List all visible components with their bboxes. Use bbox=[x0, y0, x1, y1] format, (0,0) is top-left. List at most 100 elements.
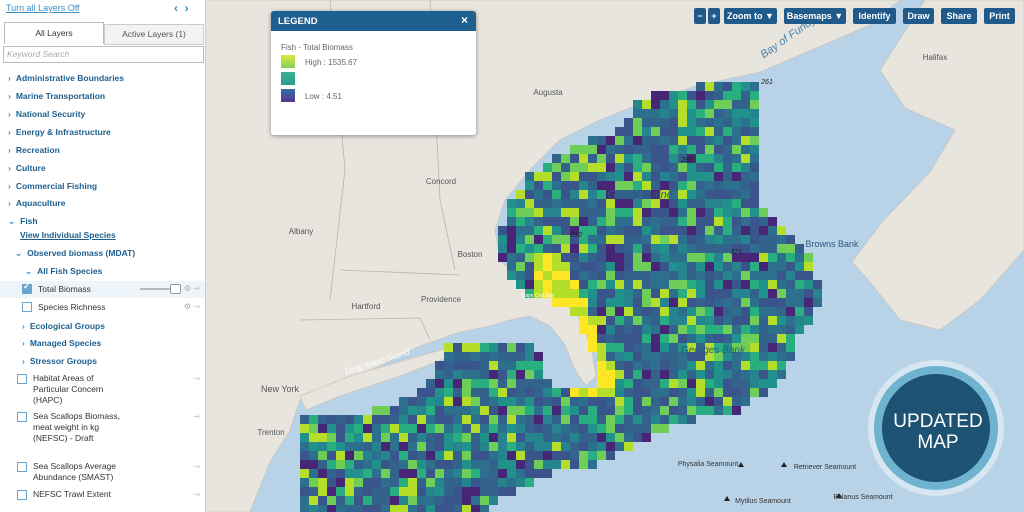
nav-arrows[interactable]: ‹ › bbox=[174, 1, 189, 15]
heat-cell bbox=[516, 217, 525, 226]
layer-tools[interactable]: ⚙ ⇾ bbox=[183, 284, 200, 293]
layer-group[interactable]: ⌄ Observed biomass (MDAT) bbox=[15, 248, 136, 258]
heat-cell bbox=[759, 208, 768, 217]
heat-cell bbox=[525, 361, 534, 370]
toolbar-button[interactable]: Draw bbox=[903, 8, 934, 24]
heat-cell bbox=[597, 388, 606, 397]
checkbox[interactable] bbox=[17, 374, 27, 384]
heat-cell bbox=[507, 217, 516, 226]
heat-cell bbox=[660, 406, 669, 415]
heat-cell bbox=[642, 262, 651, 271]
heat-cell bbox=[723, 316, 732, 325]
heat-cell bbox=[687, 199, 696, 208]
layer-group-text: Managed Species bbox=[29, 338, 102, 348]
heat-cell bbox=[786, 352, 795, 361]
slider-handle[interactable] bbox=[170, 284, 181, 294]
heat-cell bbox=[435, 379, 444, 388]
layer-category[interactable]: ⌄ Fish bbox=[8, 216, 38, 226]
layer-tools[interactable]: ⚙ ⇾ bbox=[183, 302, 200, 311]
heat-cell bbox=[534, 370, 543, 379]
heat-cell bbox=[498, 361, 507, 370]
layer-category[interactable]: › Culture bbox=[8, 163, 46, 173]
checkbox[interactable] bbox=[17, 412, 27, 422]
heat-cell bbox=[660, 253, 669, 262]
heat-cell bbox=[543, 199, 552, 208]
heat-cell bbox=[714, 199, 723, 208]
heat-cell bbox=[570, 451, 579, 460]
heat-cell bbox=[561, 289, 570, 298]
heat-cell bbox=[552, 217, 561, 226]
heat-cell bbox=[714, 388, 723, 397]
heat-cell bbox=[678, 397, 687, 406]
toolbar-button[interactable]: Zoom to ▼ bbox=[724, 8, 777, 24]
layer-category[interactable]: › Commercial Fishing bbox=[8, 181, 98, 191]
heat-cell bbox=[759, 370, 768, 379]
sidebar: Turn all Layers Off ‹ › All Layers Activ… bbox=[0, 0, 206, 512]
species-link[interactable]: View Individual Species bbox=[20, 230, 116, 240]
heat-cell bbox=[687, 325, 696, 334]
heat-cell bbox=[732, 244, 741, 253]
checkbox[interactable] bbox=[17, 462, 27, 472]
layer-tools[interactable]: ⇾ bbox=[193, 462, 200, 471]
heat-cell bbox=[669, 388, 678, 397]
heat-cell bbox=[399, 451, 408, 460]
heat-cell bbox=[588, 208, 597, 217]
heat-cell bbox=[633, 217, 642, 226]
layer-category[interactable]: › Recreation bbox=[8, 145, 60, 155]
heat-cell bbox=[696, 271, 705, 280]
layer-group[interactable]: › Stressor Groups bbox=[22, 356, 97, 366]
heat-cell bbox=[588, 226, 597, 235]
layer-tools[interactable]: ⇾ bbox=[193, 412, 200, 421]
heat-cell bbox=[462, 487, 471, 496]
heat-cell bbox=[723, 145, 732, 154]
search-box[interactable]: Keyword Search bbox=[3, 46, 204, 63]
toolbar-button[interactable]: Basemaps ▼ bbox=[784, 8, 846, 24]
heat-cell bbox=[633, 343, 642, 352]
heat-cell bbox=[345, 460, 354, 469]
layer-category[interactable]: › Aquaculture bbox=[8, 198, 66, 208]
turn-off-link[interactable]: Turn all Layers Off bbox=[6, 3, 80, 13]
checkbox[interactable] bbox=[17, 490, 27, 500]
layer-category[interactable]: › Administrative Boundaries bbox=[8, 73, 125, 83]
toolbar-button[interactable]: − bbox=[694, 8, 706, 24]
layer-category[interactable]: › National Security bbox=[8, 109, 86, 119]
heat-cell bbox=[660, 217, 669, 226]
heat-cell bbox=[759, 343, 768, 352]
heat-cell bbox=[588, 298, 597, 307]
toolbar-button[interactable]: Share bbox=[941, 8, 977, 24]
heat-cell bbox=[624, 352, 633, 361]
heat-cell bbox=[660, 145, 669, 154]
layer-group[interactable]: ⌄ All Fish Species bbox=[25, 266, 103, 276]
tab[interactable]: Active Layers (1) bbox=[104, 24, 204, 45]
heat-cell bbox=[597, 235, 606, 244]
heat-cell bbox=[489, 397, 498, 406]
tab[interactable]: All Layers bbox=[4, 22, 104, 44]
heat-cell bbox=[525, 352, 534, 361]
heat-cell bbox=[678, 244, 687, 253]
checkbox[interactable] bbox=[22, 284, 32, 294]
layer-group[interactable]: › Managed Species bbox=[22, 338, 102, 348]
layer-tools[interactable]: ⇾ bbox=[193, 490, 200, 499]
layer-tools[interactable]: ⇾ bbox=[193, 374, 200, 383]
heat-cell bbox=[687, 163, 696, 172]
heat-cell bbox=[300, 487, 309, 496]
opacity-slider[interactable] bbox=[140, 288, 180, 290]
toolbar-button[interactable]: Identify bbox=[853, 8, 896, 24]
legend-close[interactable]: × bbox=[461, 13, 469, 27]
heat-cell bbox=[453, 406, 462, 415]
heat-cell bbox=[723, 136, 732, 145]
checkbox[interactable] bbox=[22, 302, 32, 312]
toolbar-button[interactable]: Print bbox=[984, 8, 1015, 24]
heat-cell bbox=[669, 415, 678, 424]
heat-cell bbox=[705, 226, 714, 235]
heat-cell bbox=[705, 145, 714, 154]
layer-category[interactable]: › Marine Transportation bbox=[8, 91, 106, 101]
heat-cell bbox=[642, 415, 651, 424]
heat-cell bbox=[597, 280, 606, 289]
layer-name-text: Sea Scallops Average Abundance (SMAST) bbox=[33, 461, 117, 482]
layer-category[interactable]: › Energy & Infrastructure bbox=[8, 127, 111, 137]
heat-cell bbox=[741, 199, 750, 208]
layer-group[interactable]: › Ecological Groups bbox=[22, 321, 105, 331]
heat-cell bbox=[579, 253, 588, 262]
toolbar-button[interactable]: + bbox=[708, 8, 720, 24]
